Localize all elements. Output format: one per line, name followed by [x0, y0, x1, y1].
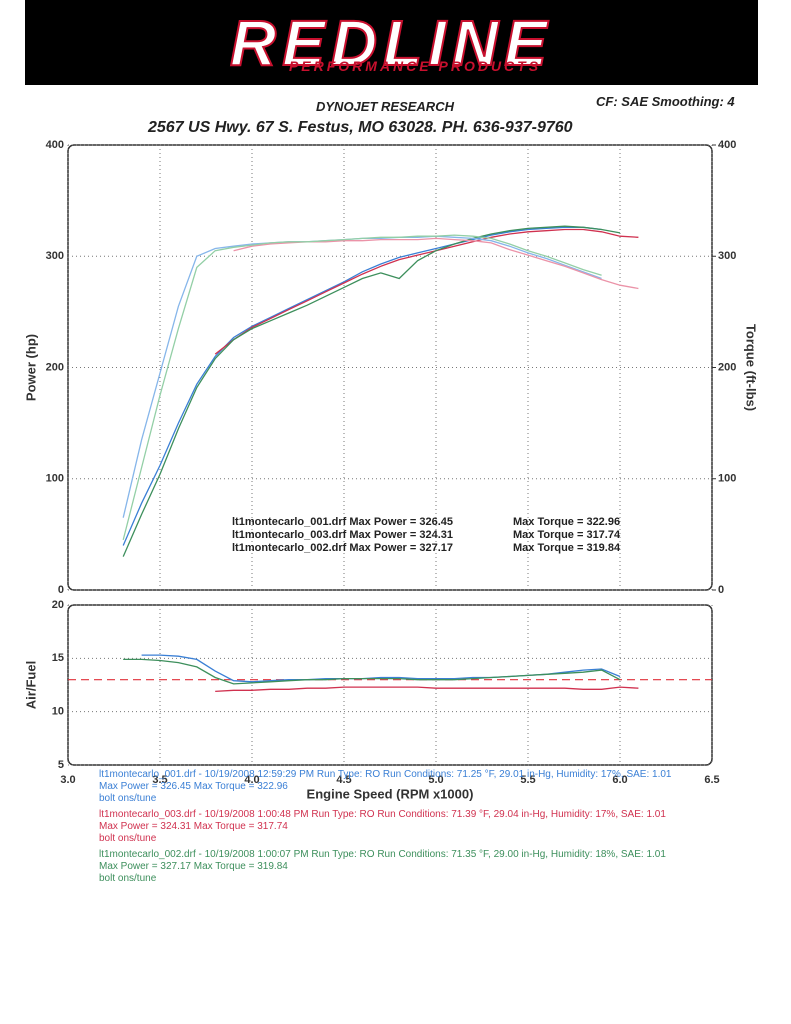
- y-tick-label: 0: [58, 584, 64, 596]
- y-axis-label: Air/Fuel: [23, 661, 38, 709]
- logo: REDLINE: [229, 6, 553, 80]
- run-note: lt1montecarlo_003.drf - 10/19/2008 1:00:…: [99, 809, 684, 845]
- x-tick-label: 3.0: [60, 774, 75, 786]
- annotation: Max Torque = 322.96: [513, 516, 620, 528]
- y-tick-label: 100: [46, 473, 64, 485]
- series-line: [122, 234, 602, 541]
- address: 2567 US Hwy. 67 S. Festus, MO 63028. PH.…: [148, 119, 573, 136]
- run-info: lt1montecarlo_001.drf - 10/19/2008 12:59…: [99, 769, 672, 780]
- y-tick-label: 10: [52, 706, 64, 718]
- y-tick-label: 15: [52, 652, 64, 664]
- y-tick-label: 400: [46, 139, 64, 151]
- x-axis-label: Engine Speed (RPM x1000): [307, 786, 474, 801]
- annotation: Max Torque = 319.84: [513, 542, 621, 554]
- logo-subtitle: PERFORMANCE PRODUCTS: [288, 58, 542, 74]
- y2-axis-label: Torque (ft-lbs): [744, 324, 759, 411]
- series-line: [141, 654, 621, 683]
- run-note: lt1montecarlo_002.drf - 10/19/2008 1:00:…: [99, 849, 684, 885]
- series-line: [215, 686, 639, 693]
- run-info: lt1montecarlo_002.drf - 10/19/2008 1:00:…: [99, 849, 666, 860]
- series-line: [123, 658, 621, 685]
- series-line: [214, 228, 639, 355]
- run-desc: bolt ons/tune: [99, 833, 157, 844]
- y2-tick-label: 300: [718, 250, 736, 262]
- y-tick-label: 5: [58, 759, 64, 771]
- y2-tick-label: 400: [718, 139, 736, 151]
- run-max: Max Power = 324.31 Max Torque = 317.74: [99, 821, 288, 832]
- y2-tick-label: 100: [718, 473, 736, 485]
- x-tick-label: 4.0: [244, 774, 259, 786]
- y-tick-label: 200: [46, 361, 64, 373]
- annotation: lt1montecarlo_003.drf Max Power = 324.31: [232, 529, 453, 541]
- run-note: lt1montecarlo_001.drf - 10/19/2008 12:59…: [99, 769, 684, 805]
- y2-tick-label: 0: [718, 584, 724, 596]
- annotation: lt1montecarlo_002.drf Max Power = 327.17: [232, 542, 453, 554]
- x-tick-label: 5.5: [520, 774, 535, 786]
- x-tick-label: 6.0: [612, 774, 627, 786]
- plot-frame: [67, 604, 713, 766]
- annotation: Max Torque = 317.74: [513, 529, 621, 541]
- x-tick-label: 6.5: [704, 774, 719, 786]
- y-tick-label: 20: [52, 599, 64, 611]
- y-axis-label: Power (hp): [23, 334, 38, 401]
- x-tick-label: 5.0: [428, 774, 443, 786]
- y2-tick-label: 200: [718, 361, 736, 373]
- run-desc: bolt ons/tune: [99, 793, 157, 804]
- run-notes: lt1montecarlo_001.drf - 10/19/2008 12:59…: [99, 769, 684, 889]
- x-tick-label: 3.5: [152, 774, 167, 786]
- settings: CF: SAE Smoothing: 4: [596, 94, 735, 109]
- x-tick-label: 4.5: [336, 774, 351, 786]
- y-tick-label: 300: [46, 250, 64, 262]
- logo-banner: REDLINE PERFORMANCE PRODUCTS: [25, 0, 758, 85]
- company: DYNOJET RESEARCH: [316, 99, 454, 114]
- annotation: lt1montecarlo_001.drf Max Power = 326.45: [232, 516, 453, 528]
- series-line: [122, 225, 621, 557]
- series-line: [122, 226, 602, 546]
- run-desc: bolt ons/tune: [99, 873, 157, 884]
- run-info: lt1montecarlo_003.drf - 10/19/2008 1:00:…: [99, 809, 666, 820]
- run-max: Max Power = 326.45 Max Torque = 322.96: [99, 781, 288, 792]
- run-max: Max Power = 327.17 Max Torque = 319.84: [99, 861, 288, 872]
